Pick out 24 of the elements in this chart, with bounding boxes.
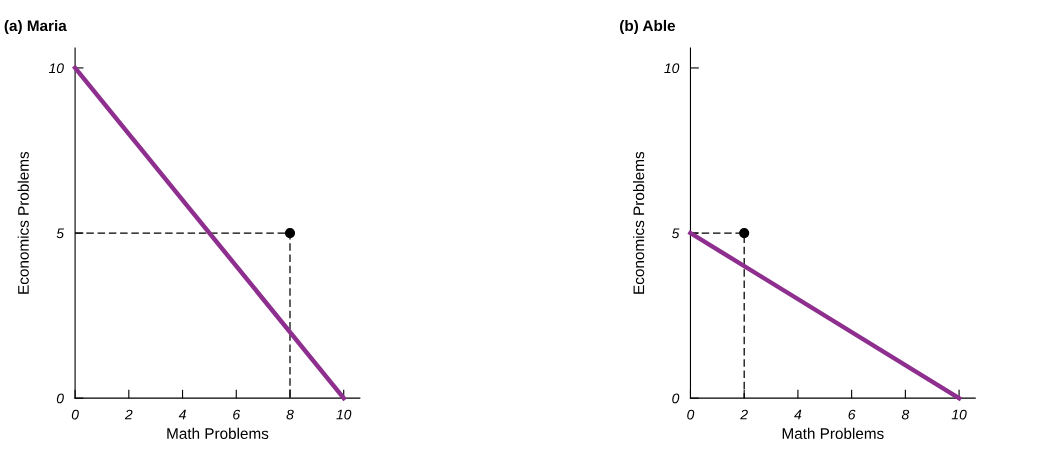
x-tick-label: 2 (124, 409, 133, 420)
x-tick-label: 2 (740, 409, 748, 420)
x-tick-label: 6 (848, 409, 856, 420)
x-tick-label: 0 (71, 409, 79, 420)
x-axis-title: Math Problems (782, 427, 884, 439)
x-tick-label: 4 (794, 409, 802, 420)
y-axis-title: Economics Problems (17, 151, 29, 294)
y-tick-label: 10 (664, 63, 680, 74)
y-axis-title: Economics Problems (633, 151, 645, 294)
y-tick-label: 0 (672, 393, 680, 404)
y-tick-label: 10 (48, 63, 64, 74)
x-tick-label: 10 (951, 409, 967, 420)
x-tick-label: 0 (687, 409, 695, 420)
x-tick-label: 4 (178, 409, 186, 420)
x-tick-label: 6 (233, 409, 241, 420)
x-tick-label: 10 (336, 409, 352, 420)
chart-title: (a) Maria (4, 19, 67, 35)
x-axis-title: Math Problems (167, 427, 269, 439)
x-tick-label: 8 (286, 409, 294, 420)
x-tick-label: 8 (901, 409, 910, 420)
y-tick-label: 0 (56, 393, 64, 404)
y-tick-label: 5 (56, 228, 65, 239)
chart-title: (b) Able (620, 19, 676, 35)
y-tick-label: 5 (671, 228, 680, 239)
